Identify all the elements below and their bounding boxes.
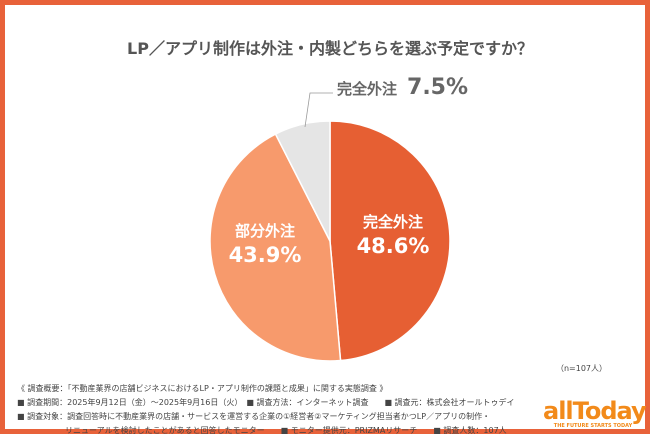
pie-slice-2 — [274, 120, 331, 242]
chart-title: LP／アプリ制作は外注・内製どちらを選ぶ予定ですか？ — [127, 39, 533, 58]
logo-tagline: THE FUTURE STARTS TODAY — [553, 423, 633, 429]
logo-text: allToday — [543, 397, 647, 425]
survey-notes: 《 調査概要：「不動産業界の店舗ビジネスにおけるLP・アプリ制作の課題と成果」に… — [17, 382, 515, 438]
pie-slice-1 — [209, 133, 342, 362]
note-line: リニューアルを検討したことがあると回答したモニター ■ モニター提供元：PRIZ… — [17, 426, 507, 435]
alltoday-logo: allToday THE FUTURE STARTS TODAY — [543, 397, 647, 429]
note-line: 《 調査概要：「不動産業界の店舗ビジネスにおけるLP・アプリ制作の課題と成果」に… — [17, 384, 388, 393]
pie-chart — [209, 92, 451, 362]
slice-label-2: 完全外注 7.5% — [337, 75, 469, 100]
note-line: ■ 調査対象：調査回答時に不動産業界の店舗・サービスを運営する企業の①経営者②マ… — [17, 412, 491, 421]
pie-slice-0 — [329, 120, 451, 362]
slice-label-1: 部分外注 43.9% — [228, 222, 302, 267]
note-line: ■ 調査期間：2025年9月12日（金）～2025年9月16日（火） ■ 調査方… — [17, 398, 515, 407]
slice-label-0: 完全外注 48.6% — [356, 213, 430, 258]
sample-size: （n=107人） — [555, 364, 607, 373]
leader-line — [304, 92, 333, 128]
